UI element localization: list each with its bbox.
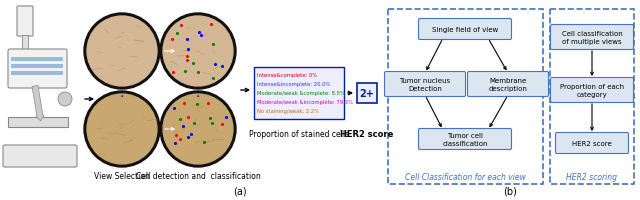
Circle shape	[84, 92, 160, 167]
FancyBboxPatch shape	[11, 72, 63, 76]
FancyBboxPatch shape	[3, 145, 77, 167]
Circle shape	[163, 95, 233, 164]
Text: Cell Classification for each view: Cell Classification for each view	[404, 173, 525, 182]
FancyBboxPatch shape	[357, 84, 377, 103]
Text: Tumor nucleus
Detection: Tumor nucleus Detection	[399, 78, 451, 91]
Text: Proportion of stained cells: Proportion of stained cells	[249, 130, 349, 139]
Circle shape	[163, 17, 233, 87]
FancyArrow shape	[32, 86, 44, 121]
Text: Tumor cell
classification: Tumor cell classification	[442, 133, 488, 146]
FancyBboxPatch shape	[8, 50, 67, 89]
Circle shape	[87, 17, 157, 87]
Text: HER2 score: HER2 score	[572, 140, 612, 146]
Text: Moderate/weak &incomplete: 79.3%: Moderate/weak &incomplete: 79.3%	[257, 100, 353, 105]
FancyBboxPatch shape	[550, 25, 634, 50]
Text: Membrane
description: Membrane description	[488, 78, 527, 91]
Text: 2+: 2+	[360, 89, 374, 99]
FancyBboxPatch shape	[11, 58, 63, 62]
FancyBboxPatch shape	[550, 78, 634, 103]
Circle shape	[87, 95, 157, 164]
FancyBboxPatch shape	[11, 65, 63, 69]
Text: (a): (a)	[233, 186, 247, 196]
Text: HER2 score: HER2 score	[340, 130, 394, 139]
Text: ⋮: ⋮	[192, 86, 204, 99]
FancyBboxPatch shape	[8, 117, 68, 127]
Text: No staining/weak: 2.2%: No staining/weak: 2.2%	[257, 109, 319, 114]
FancyBboxPatch shape	[550, 10, 634, 184]
Circle shape	[58, 93, 72, 106]
Text: Cell classification
of multiple views: Cell classification of multiple views	[562, 31, 622, 45]
Text: Cell detection and  classification: Cell detection and classification	[136, 172, 260, 181]
Text: HER2 scoring: HER2 scoring	[566, 173, 618, 182]
Text: View Selection: View Selection	[94, 172, 150, 181]
FancyBboxPatch shape	[17, 7, 33, 37]
FancyBboxPatch shape	[556, 133, 628, 154]
FancyBboxPatch shape	[254, 68, 344, 119]
FancyBboxPatch shape	[385, 72, 465, 97]
Circle shape	[160, 92, 236, 167]
FancyBboxPatch shape	[419, 19, 511, 40]
Circle shape	[160, 14, 236, 90]
Text: Intense&complete: 0%: Intense&complete: 0%	[257, 73, 317, 78]
FancyBboxPatch shape	[388, 10, 543, 184]
Text: Intense&incomplete: 20.0%: Intense&incomplete: 20.0%	[257, 82, 330, 87]
FancyBboxPatch shape	[467, 72, 548, 97]
Text: Single field of view: Single field of view	[432, 27, 498, 33]
Circle shape	[84, 14, 160, 90]
Text: (b): (b)	[503, 186, 517, 196]
Text: Proportion of each
category: Proportion of each category	[560, 84, 624, 97]
Text: Moderate/weak &complete: 8.5%: Moderate/weak &complete: 8.5%	[257, 91, 345, 96]
Text: ⋮: ⋮	[116, 86, 128, 99]
FancyBboxPatch shape	[22, 36, 28, 56]
FancyBboxPatch shape	[419, 129, 511, 150]
